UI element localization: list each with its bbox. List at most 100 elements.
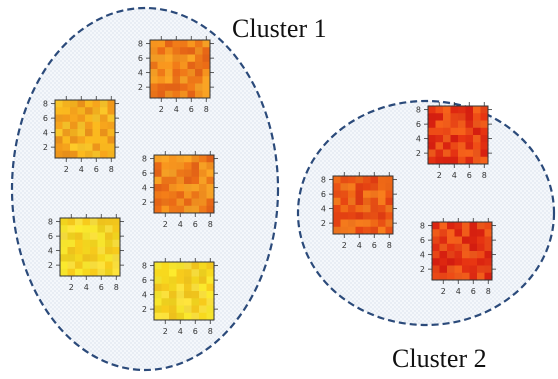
heatmap-cell [150, 76, 158, 84]
heatmap-cell [172, 40, 181, 48]
heatmap-cell [333, 176, 341, 184]
heatmap-cell [184, 191, 192, 199]
heatmap-cell [154, 269, 162, 277]
heatmap-cell [462, 222, 470, 230]
heatmap-cell [206, 283, 215, 292]
heatmap-cell [150, 47, 158, 55]
heatmap-cell [443, 120, 451, 129]
x-tick-label: 8 [482, 171, 487, 180]
heatmap-cell [169, 305, 177, 314]
heatmap-cell [165, 83, 173, 92]
heatmap-cell [385, 197, 394, 206]
y-tick-label: 2 [43, 143, 48, 152]
heatmap-cell [206, 184, 215, 192]
heatmap-cell [150, 40, 158, 48]
heatmap-cell [82, 247, 91, 255]
heatmap-cell [202, 54, 211, 63]
heatmap-cell [165, 54, 173, 63]
heatmap-cell [161, 312, 170, 321]
heatmap-cell [477, 258, 485, 266]
heatmap-cell [176, 191, 185, 199]
heatmap-cell [370, 183, 379, 191]
heatmap-cell [458, 106, 466, 114]
heatmap-cell [432, 222, 440, 230]
x-tick-label: 6 [189, 105, 194, 114]
heatmap-cell [385, 205, 394, 213]
heatmap-cell [154, 298, 162, 306]
heatmap-cell [154, 176, 162, 185]
heatmap-cell [378, 197, 386, 206]
heatmap-cell [477, 251, 485, 259]
heatmap-cell [206, 262, 215, 270]
heatmap-cell [172, 47, 181, 55]
heatmap-cell [333, 183, 341, 191]
heatmap-cell [473, 120, 481, 129]
heatmap-cell [458, 156, 466, 165]
heatmap-cell [97, 225, 106, 233]
heatmap-cell [97, 254, 106, 262]
heatmap-cell [432, 265, 440, 274]
heatmap-cell [67, 247, 76, 255]
x-tick-label: 2 [64, 165, 69, 174]
heatmap-cell [100, 150, 108, 159]
heatmap-cell [480, 106, 489, 114]
heatmap-cell [195, 83, 203, 92]
heatmap-cell [97, 247, 106, 255]
heatmap-cell [112, 218, 121, 226]
y-tick-label: 4 [138, 69, 143, 78]
heatmap-cell [105, 254, 113, 262]
heatmap-cell [363, 205, 371, 213]
heatmap-cell [439, 222, 448, 230]
heatmap-cell [435, 113, 444, 121]
heatmap-cell [385, 226, 394, 235]
heatmap-cell [363, 197, 371, 206]
heatmap-cell [154, 305, 162, 314]
heatmap-cell [184, 276, 192, 285]
heatmap-cell [473, 127, 481, 136]
heatmap-cell [92, 100, 101, 108]
heatmap-cell [97, 239, 106, 248]
heatmap-cell [435, 135, 444, 143]
heatmap-cell [355, 205, 364, 213]
heatmap-cell [77, 100, 86, 108]
heatmap-cell [105, 247, 113, 255]
heatmap-cell [435, 120, 444, 129]
heatmap-cell [443, 149, 451, 158]
heatmap-thumbnail: 2 4 6 8 2 4 6 8 [138, 36, 214, 114]
heatmap-cell [154, 169, 162, 178]
heatmap-cell [191, 305, 200, 314]
heatmap-cell [154, 262, 162, 270]
heatmap-cell [385, 212, 394, 220]
heatmap-cell [199, 291, 207, 299]
heatmap-cell [187, 83, 196, 92]
heatmap-cell [150, 83, 158, 92]
heatmap-frame [54, 99, 116, 159]
heatmap-cell [202, 90, 211, 99]
heatmap-cell [191, 184, 200, 192]
heatmap-cell [370, 226, 379, 235]
heatmap-cell [469, 272, 478, 281]
heatmap-cell [333, 197, 341, 206]
y-tick-label: 4 [321, 205, 326, 214]
heatmap-cell [473, 156, 481, 165]
heatmap-cell [199, 162, 207, 170]
heatmap-cell [165, 69, 173, 77]
heatmap-cell [370, 212, 379, 220]
heatmap-cell [340, 176, 349, 184]
heatmap-cell [154, 198, 162, 207]
heatmap-cell [169, 198, 177, 207]
heatmap-cell [180, 76, 188, 84]
heatmap-cell [191, 191, 200, 199]
heatmap-cell [199, 176, 207, 185]
y-tick-label: 4 [420, 251, 425, 260]
heatmap-cell [107, 100, 116, 108]
heatmap-cell [191, 269, 200, 277]
heatmap-cell [465, 106, 474, 114]
heatmap-cell [70, 143, 78, 152]
y-tick-label: 6 [43, 114, 48, 123]
heatmap-cell [340, 197, 349, 206]
heatmap-cell [465, 149, 474, 158]
heatmap-cell [75, 218, 83, 226]
heatmap-cell [176, 198, 185, 207]
